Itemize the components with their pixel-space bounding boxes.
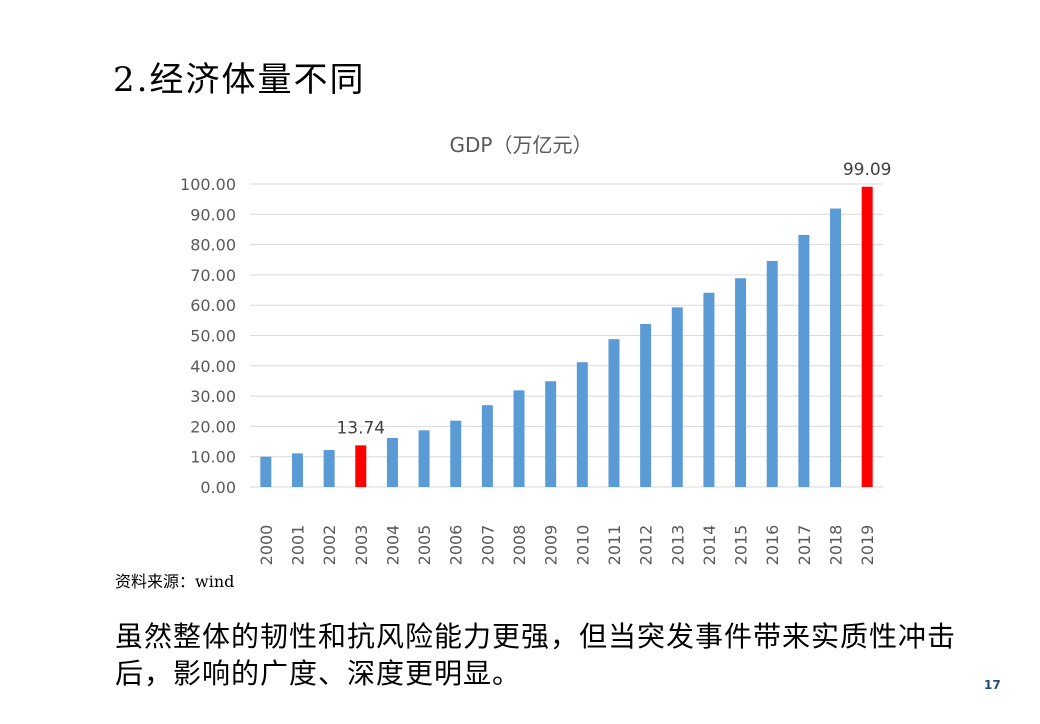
bar-2013: [671, 307, 683, 487]
x-tick-label-2003: 2003: [352, 525, 371, 566]
data-label-2003: 13.74: [336, 418, 385, 438]
gridlines: [250, 183, 883, 488]
y-tick-label: 100.00: [180, 175, 236, 194]
bar-2014: [703, 292, 715, 487]
bar-2000: [260, 456, 272, 487]
chart-title: GDP（万亿元）: [450, 133, 593, 157]
bar-2015: [735, 278, 747, 487]
bar-2010: [576, 362, 588, 487]
x-tick-label-2001: 2001: [288, 525, 307, 566]
bar-2001: [291, 453, 303, 487]
x-tick-label-2015: 2015: [732, 525, 751, 566]
y-tick-label: 10.00: [190, 448, 236, 467]
page-number: 17: [984, 678, 1001, 692]
x-tick-label-2002: 2002: [320, 525, 339, 566]
y-axis-tick-labels: 0.00 10.00 20.00 30.00 40.00 50.00 60.00 70.00 8…: [180, 175, 236, 497]
bar-2009: [545, 381, 557, 487]
bar-2018: [830, 208, 842, 487]
x-tick-label-2004: 2004: [383, 525, 402, 566]
y-tick-label: 30.00: [190, 387, 236, 406]
x-tick-label-2010: 2010: [573, 525, 592, 566]
x-tick-label-2014: 2014: [700, 525, 719, 566]
x-tick-label-2013: 2013: [668, 525, 687, 566]
bar-2016: [766, 260, 778, 487]
bar-2007: [481, 405, 493, 487]
x-tick-label-2007: 2007: [478, 525, 497, 566]
x-tick-label-2008: 2008: [510, 525, 529, 566]
y-tick-label: 20.00: [190, 417, 236, 436]
bar-2019: [861, 186, 873, 487]
bar-2004: [386, 437, 398, 487]
x-tick-label-2019: 2019: [858, 525, 877, 566]
y-tick-label: 80.00: [190, 236, 236, 255]
bar-2002: [323, 450, 335, 487]
bar-2012: [640, 323, 652, 487]
bar-2017: [798, 234, 810, 487]
x-tick-label-2000: 2000: [257, 525, 276, 566]
data-label-2019: 99.09: [843, 160, 892, 180]
y-tick-label: 90.00: [190, 205, 236, 224]
bar-2008: [513, 390, 525, 487]
y-tick-label: 70.00: [190, 266, 236, 285]
x-tick-label-2011: 2011: [605, 525, 624, 566]
x-tick-label-2005: 2005: [415, 525, 434, 566]
x-tick-label-2018: 2018: [827, 525, 846, 566]
y-tick-label: 50.00: [190, 327, 236, 346]
data-labels: 13.74 99.09: [336, 160, 891, 439]
body-text: 虽然整体的韧性和抗风险能力更强，但当突发事件带来实质性冲击后，影响的广度、深度更…: [115, 620, 957, 690]
bar-2005: [418, 430, 430, 487]
x-tick-label-2012: 2012: [637, 525, 656, 566]
x-tick-label-2006: 2006: [447, 525, 466, 566]
slide-title: 2.经济体量不同: [113, 60, 366, 100]
x-tick-label-2009: 2009: [542, 525, 561, 566]
bar-2011: [608, 339, 620, 487]
y-tick-label: 40.00: [190, 357, 236, 376]
x-axis-tick-labels: 2000 2001 2002 2003 2004 2005 2006 2007 2008 2009…: [257, 525, 877, 566]
bar-2006: [450, 420, 462, 487]
x-tick-label-2016: 2016: [763, 525, 782, 566]
bar-2003: [355, 445, 367, 487]
y-tick-label: 60.00: [190, 296, 236, 315]
source-note: 资料来源：wind: [115, 572, 235, 591]
x-tick-label-2017: 2017: [795, 525, 814, 566]
bars: [260, 186, 873, 487]
y-tick-label: 0.00: [200, 478, 236, 497]
